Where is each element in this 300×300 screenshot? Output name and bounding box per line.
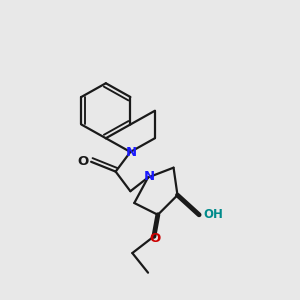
Text: O: O	[149, 232, 161, 245]
Text: OH: OH	[203, 208, 223, 221]
Text: N: N	[143, 170, 155, 183]
Text: O: O	[78, 155, 89, 168]
Text: N: N	[126, 146, 137, 159]
